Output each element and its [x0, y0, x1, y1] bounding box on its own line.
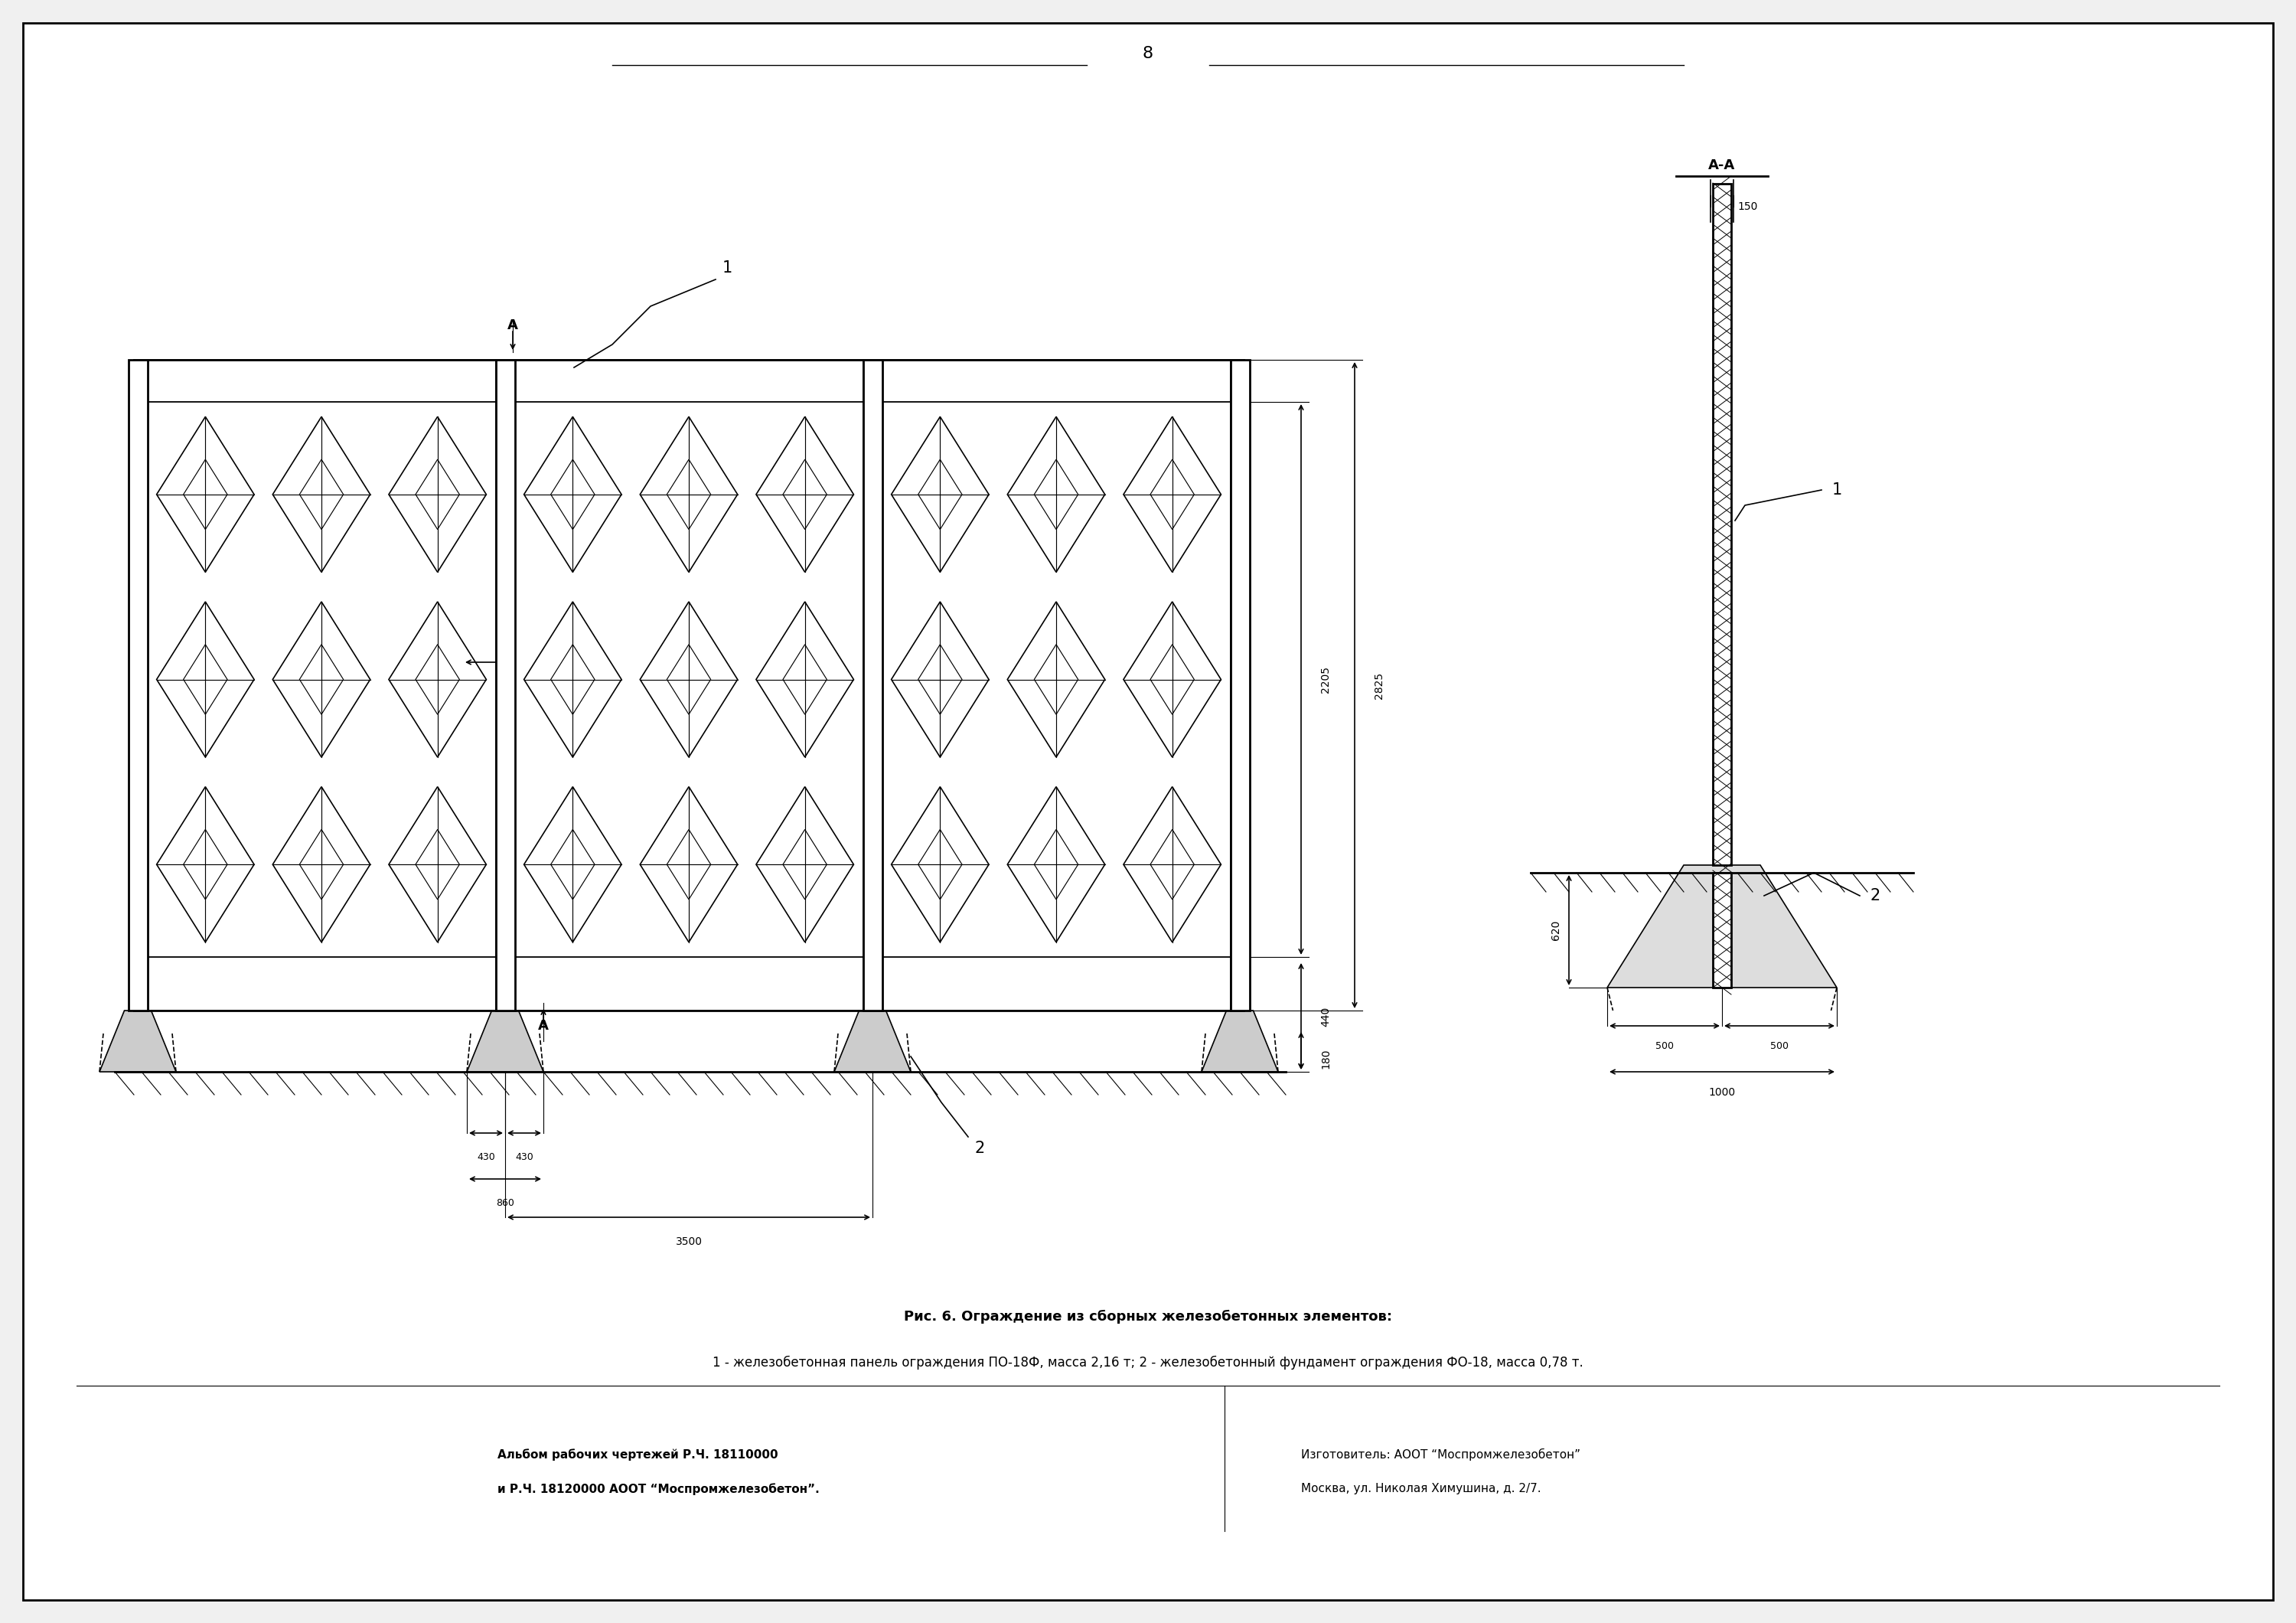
Bar: [882, 360, 1231, 403]
Text: 500: 500: [1770, 1042, 1789, 1052]
Bar: [1713, 183, 1731, 865]
Text: Москва, ул. Николая Химушина, д. 2/7.: Москва, ул. Николая Химушина, д. 2/7.: [1302, 1483, 1541, 1495]
Text: 1000: 1000: [1708, 1087, 1736, 1097]
Text: 620: 620: [1550, 920, 1561, 940]
Bar: [882, 403, 1231, 958]
Bar: [147, 360, 496, 403]
Text: 500: 500: [1655, 1042, 1674, 1052]
Text: 1: 1: [1832, 482, 1841, 498]
Text: 150: 150: [1738, 201, 1756, 213]
Text: 440: 440: [1320, 1006, 1332, 1026]
Polygon shape: [1607, 865, 1837, 987]
Bar: [514, 958, 863, 1011]
Text: Рис. 6. Ограждение из сборных железобетонных элементов:: Рис. 6. Ограждение из сборных железобето…: [905, 1310, 1391, 1324]
Bar: [882, 958, 1231, 1011]
Text: 1: 1: [721, 260, 732, 276]
Text: 2825: 2825: [1373, 672, 1384, 698]
Text: А-А: А-А: [1708, 159, 1736, 172]
Text: 2: 2: [974, 1141, 985, 1156]
Text: 1 - железобетонная панель ограждения ПО-18Ф, масса 2,16 т; 2 - железобетонный фу: 1 - железобетонная панель ограждения ПО-…: [712, 1355, 1584, 1370]
Text: 3500: 3500: [675, 1237, 703, 1246]
Text: 2205: 2205: [1320, 665, 1332, 693]
Polygon shape: [99, 1011, 177, 1071]
Text: Альбом рабочих чертежей Р.Ч. 18110000: Альбом рабочих чертежей Р.Ч. 18110000: [498, 1449, 778, 1461]
Bar: [147, 958, 496, 1011]
Bar: [1231, 360, 1249, 1011]
Bar: [147, 403, 496, 958]
Bar: [129, 360, 147, 1011]
Text: и Р.Ч. 18120000 АООТ “Моспромжелезобетон”.: и Р.Ч. 18120000 АООТ “Моспромжелезобетон…: [498, 1483, 820, 1495]
Polygon shape: [466, 1011, 544, 1071]
Bar: [863, 360, 882, 1011]
Text: А: А: [537, 1019, 549, 1032]
Text: А: А: [507, 318, 519, 333]
Bar: [514, 360, 863, 403]
Text: Изготовитель: АООТ “Моспромжелезобетон”: Изготовитель: АООТ “Моспромжелезобетон”: [1302, 1448, 1580, 1461]
Text: 430: 430: [514, 1152, 533, 1162]
Text: 430: 430: [478, 1152, 496, 1162]
Polygon shape: [833, 1011, 912, 1071]
Bar: [496, 360, 514, 1011]
Polygon shape: [1201, 1011, 1279, 1071]
Text: 860: 860: [496, 1198, 514, 1208]
Text: 8: 8: [1143, 45, 1153, 62]
Bar: [514, 403, 863, 958]
Bar: [1713, 873, 1731, 987]
Text: 2: 2: [1869, 888, 1880, 904]
Text: 180: 180: [1320, 1048, 1332, 1068]
